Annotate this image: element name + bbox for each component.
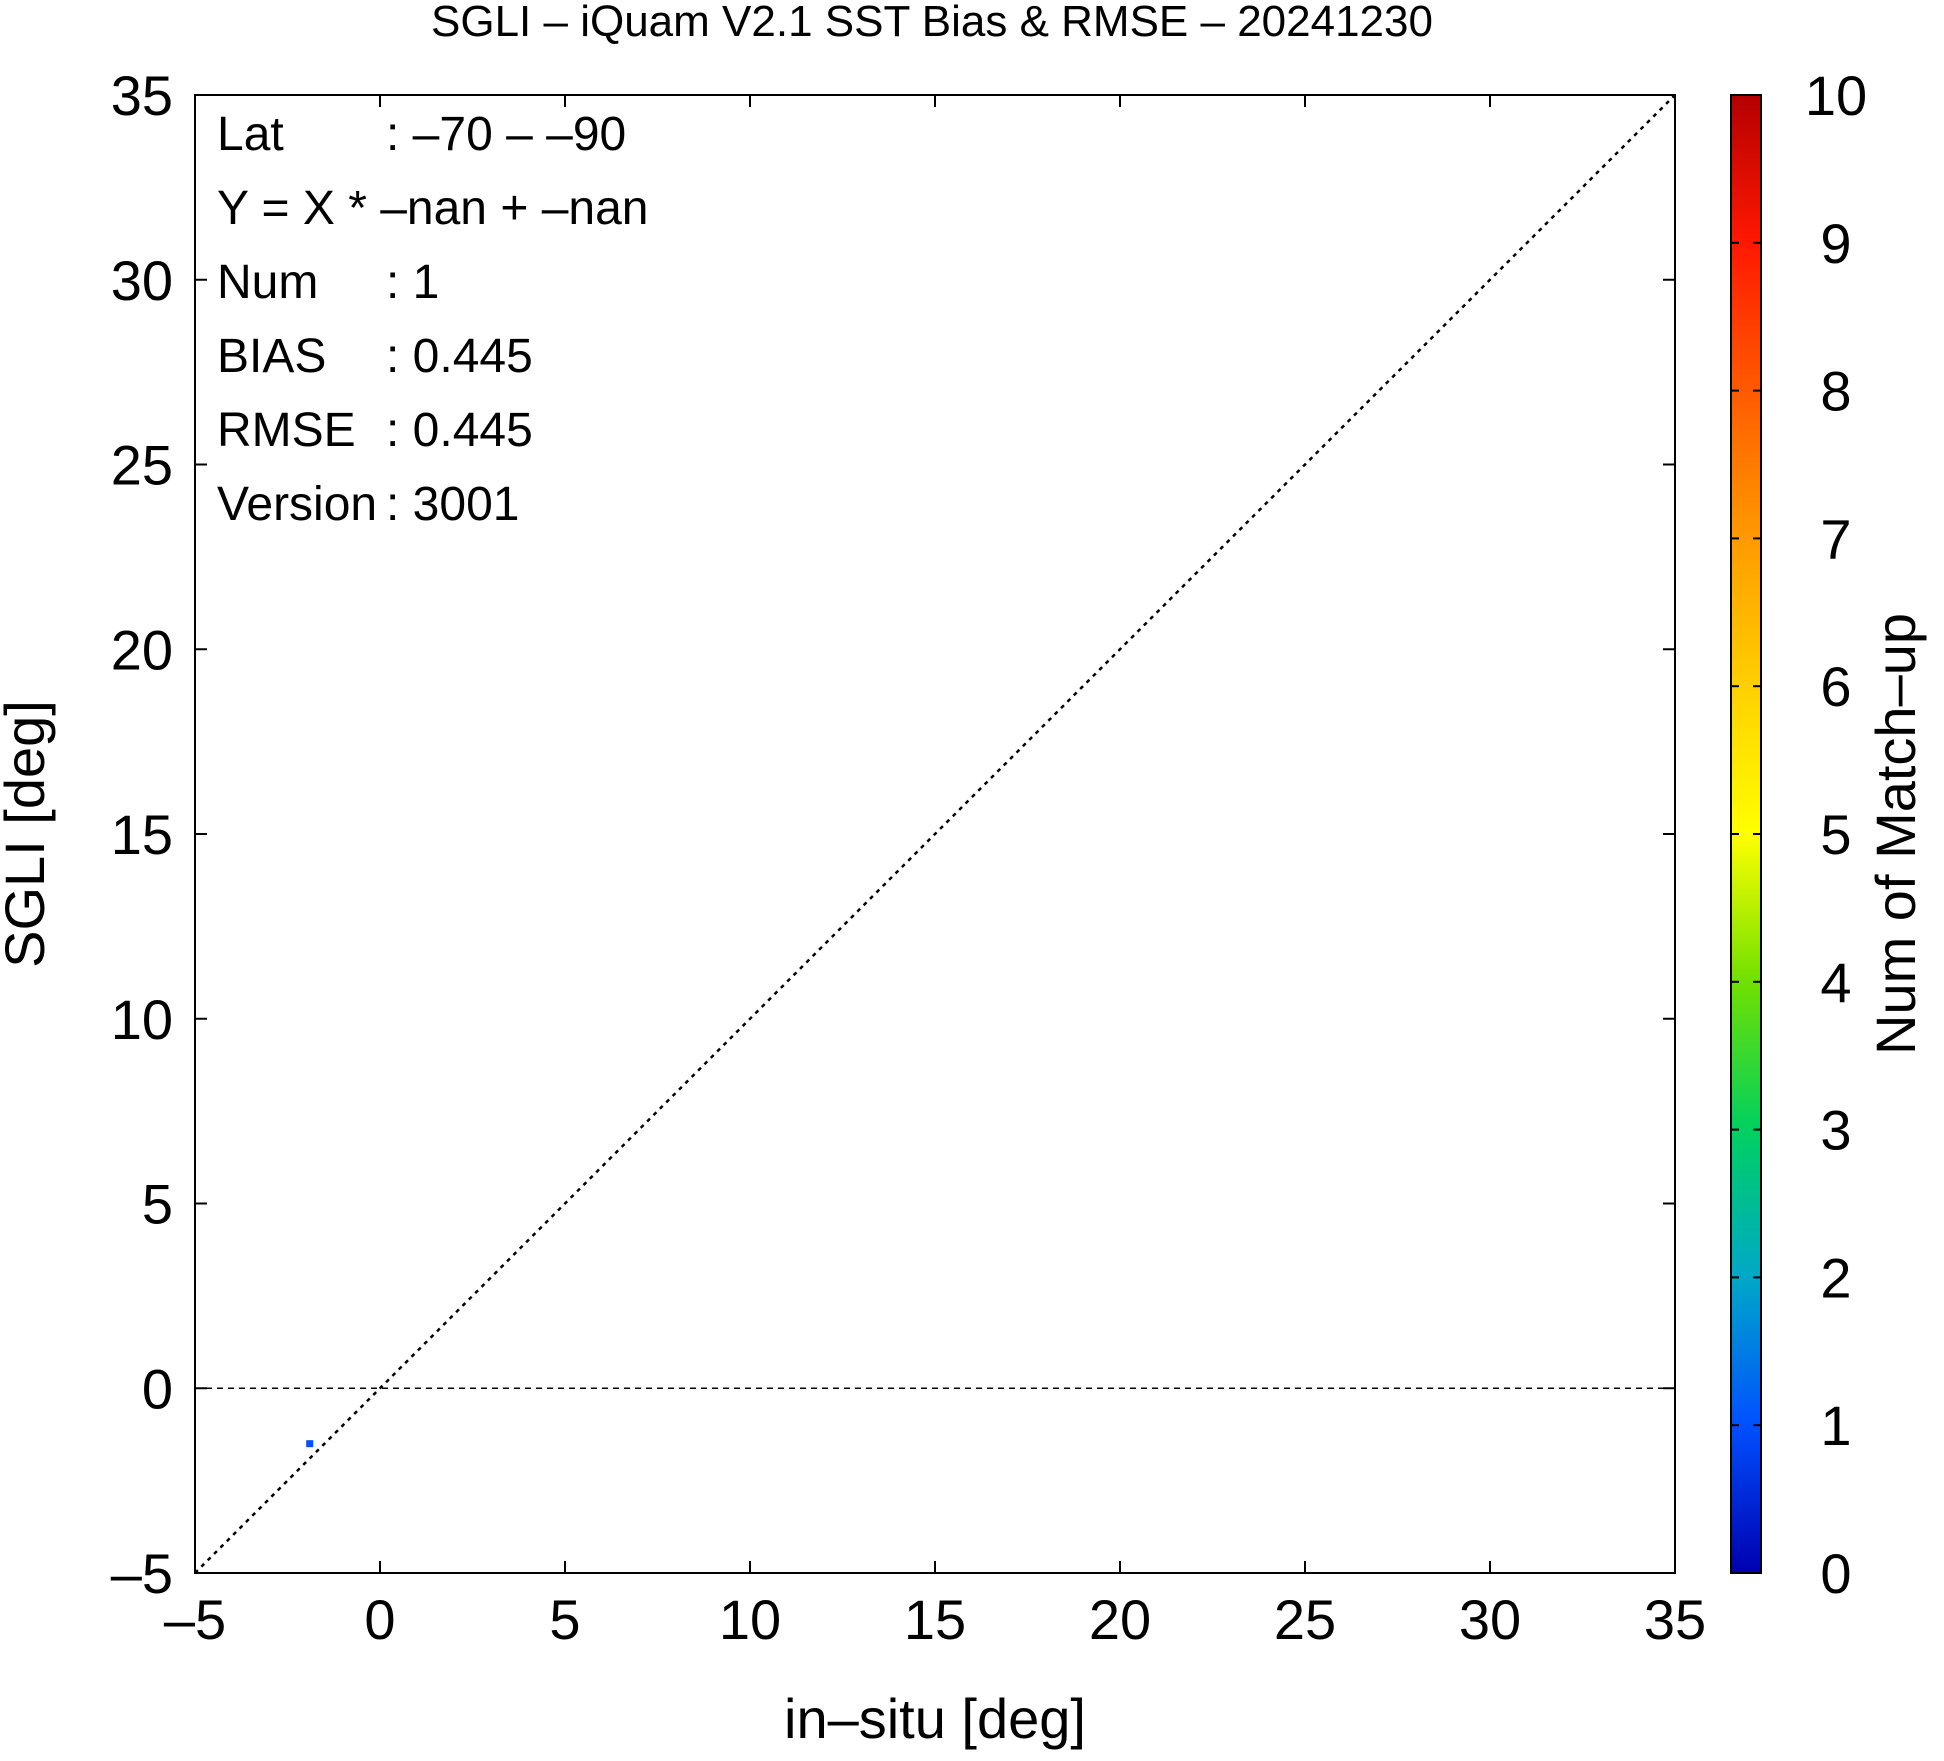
y-axis-label: SGLI [deg]: [0, 700, 56, 968]
y-axis-ticks: –5 0 5 10 15 20 25 30 35: [111, 64, 1675, 1605]
colorbar-tick-label: 6: [1820, 655, 1851, 718]
colorbar-ticks: 0 1 2 3 4 5 6 7 8 9 10: [1731, 64, 1867, 1605]
colorbar-tick-label: 10: [1805, 64, 1867, 127]
colorbar-tick-label: 5: [1820, 803, 1851, 866]
stat-value: : 0.445: [386, 404, 533, 457]
colorbar-tick-label: 3: [1820, 1099, 1851, 1162]
x-tick-label: 10: [719, 1588, 781, 1651]
y-tick-label: 15: [111, 803, 173, 866]
stat-value: : 0.445: [386, 330, 533, 383]
stat-label: BIAS: [217, 330, 326, 383]
x-tick-label: 0: [364, 1588, 395, 1651]
stat-label: RMSE: [217, 404, 356, 457]
colorbar-tick-label: 1: [1820, 1394, 1851, 1457]
stat-label: Version: [217, 478, 377, 531]
stat-label: Lat: [217, 108, 284, 161]
colorbar-tick-label: 2: [1820, 1246, 1851, 1309]
colorbar-label: Num of Match–up: [1864, 613, 1927, 1055]
x-axis-ticks: –5 0 5 10 15 20 25 30 35: [164, 95, 1706, 1651]
x-tick-label: 35: [1644, 1588, 1706, 1651]
y-tick-label: 5: [142, 1173, 173, 1236]
x-tick-label: 30: [1459, 1588, 1521, 1651]
stat-value: : –70 – –90: [386, 108, 626, 161]
stats-box: Lat : –70 – –90 Y = X * –nan + –nan Num : 1 B…: [217, 108, 648, 531]
x-tick-label: –5: [164, 1588, 226, 1651]
y-tick-label: 30: [111, 249, 173, 312]
colorbar-tick-label: 0: [1820, 1542, 1851, 1605]
y-tick-label: 25: [111, 434, 173, 497]
data-point: [306, 1440, 314, 1448]
x-tick-label: 15: [904, 1588, 966, 1651]
identity-line: [194, 94, 1676, 1574]
y-tick-label: 35: [111, 64, 173, 127]
y-tick-label: 0: [142, 1357, 173, 1420]
colorbar-tick-label: 4: [1820, 951, 1851, 1014]
x-tick-label: 5: [549, 1588, 580, 1651]
x-tick-label: 20: [1089, 1588, 1151, 1651]
data-points: [306, 1440, 314, 1448]
chart-title: SGLI – iQuam V2.1 SST Bias & RMSE – 2024…: [431, 0, 1433, 46]
x-axis-label: in–situ [deg]: [784, 1687, 1086, 1750]
stat-label: Y = X * –nan + –nan: [217, 182, 648, 235]
colorbar-tick-label: 9: [1820, 212, 1851, 275]
y-tick-label: 10: [111, 988, 173, 1051]
stat-value: : 1: [386, 256, 439, 309]
colorbar-tick-label: 7: [1820, 507, 1851, 570]
stat-label: Num: [217, 256, 318, 309]
y-tick-label: –5: [111, 1542, 173, 1605]
y-tick-label: 20: [111, 618, 173, 681]
x-tick-label: 25: [1274, 1588, 1336, 1651]
stat-value: : 3001: [386, 478, 519, 531]
colorbar-tick-label: 8: [1820, 360, 1851, 423]
